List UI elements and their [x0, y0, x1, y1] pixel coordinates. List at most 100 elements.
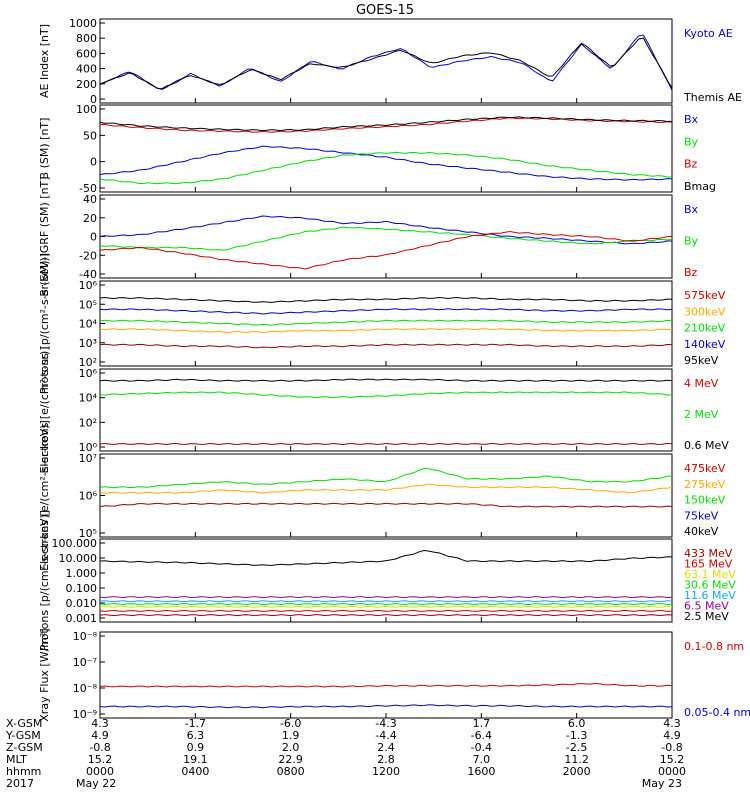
y-tick-label: 10⁴ [79, 318, 98, 331]
series-line-11-6-mev [99, 600, 673, 603]
y-tick-label: 1000 [69, 17, 97, 30]
series-line-140kev [99, 308, 673, 315]
y-tick-label: 10² [79, 356, 97, 369]
series-line-95kev [99, 296, 673, 304]
y-tick-label: 50 [83, 129, 97, 142]
table-cell: 2.4 [377, 741, 395, 754]
table-cell: 4.3 [663, 717, 681, 730]
table-row-label: X-GSM [6, 717, 42, 730]
table-cell: 1600 [467, 765, 495, 778]
table-cell: 1.9 [282, 729, 300, 742]
y-tick-label: 0 [90, 156, 97, 169]
table-cell: 11.2 [564, 753, 589, 766]
y-tick-label: 0 [90, 231, 97, 244]
legend-entry: 6.5 MeV [684, 600, 729, 613]
y-axis-label: Electrons [e/(cm²-s-sr)] [38, 346, 51, 473]
panel-4: 10⁶ 10⁵ 10⁴ 10³ 10² Protons [p/(cm²-s-sr-keV)… [38, 253, 726, 394]
table-cell: -1.7 [185, 717, 206, 730]
panel-6: 10⁷ 10⁶ 10⁵ Electrons [e/(cm²-s-sr-keV)] 475… [38, 420, 726, 571]
legend-entry: 40keV [684, 525, 719, 538]
series-line-kyoto-ae [99, 34, 673, 91]
y-tick-label: -20 [79, 249, 97, 262]
y-tick-label: 100.000 [52, 537, 98, 550]
panel-frame [99, 538, 673, 623]
series-line-bx [99, 145, 673, 181]
legend-entry: 2 MeV [684, 408, 719, 421]
legend-entry: 165 MeV [684, 558, 733, 571]
y-tick-label: -50 [79, 182, 97, 195]
y-axis-label: Xray Flux [W/m²] [38, 628, 51, 721]
series-line-bx [99, 215, 672, 245]
table-cell: -4.4 [375, 729, 396, 742]
legend-entry: Bmag [684, 180, 716, 193]
y-tick-label: 400 [76, 63, 97, 76]
legend-entry: Themis AE [683, 91, 742, 104]
y-axis-label: B (SM) [nT] [38, 118, 51, 180]
y-tick-label: 10⁻⁸ [73, 682, 98, 695]
legend-entry: Bx [684, 113, 699, 126]
series-line-150kev [99, 467, 673, 489]
table-cell: May 23 [642, 777, 682, 790]
series-line-210kev [99, 319, 673, 326]
y-tick-label: 10⁶ [79, 490, 98, 503]
table-cell: 6.3 [187, 729, 205, 742]
y-tick-label: 0.010 [66, 597, 98, 610]
legend-entry: Bx [684, 203, 699, 216]
table-cell: 0.9 [187, 741, 205, 754]
orbit-axis-table: X-GSM 4.3 -1.7 -6.0 -4.3 1.7 6.0 4.3 Y-GSM 4.9 6.3… [5, 717, 686, 790]
y-tick-label: 10⁶ [79, 279, 98, 292]
legend-entry: 95keV [684, 354, 719, 367]
y-axis-label: Protons [p/(cm²-s-sr-keV)] [38, 510, 51, 651]
table-cell: 4.3 [91, 717, 109, 730]
y-axis-label: AE Index [nT] [38, 24, 51, 98]
y-tick-label: 1.000 [66, 567, 98, 580]
panel-7: 100.000 10.000 1.000 0.100 0.010 0.001 Protons… [38, 510, 736, 651]
legend-entry: 2.5 MeV [684, 610, 729, 623]
y-tick-label: 0.100 [66, 582, 98, 595]
series-line-2-5-mev [99, 549, 673, 567]
table-cell: May 22 [76, 777, 116, 790]
series-line-4-mev [99, 442, 673, 446]
legend-entry: 140keV [684, 338, 726, 351]
y-tick-label: 10⁴ [79, 392, 98, 405]
panel-5: 10⁶ 10⁴ 10² 10⁰ Electrons [e/(cm²-s-sr)] 4 Me… [38, 346, 729, 473]
y-axis-label: Protons [p/(cm²-s-sr-keV)] [38, 253, 51, 394]
table-cell: -0.8 [89, 741, 110, 754]
series-line-themis-ae [99, 37, 673, 90]
table-cell: 2.0 [282, 741, 300, 754]
table-cell: -2.5 [566, 741, 587, 754]
series-line-165-mev [99, 609, 673, 612]
table-cell: -1.3 [566, 729, 587, 742]
table-cell: 0000 [86, 765, 114, 778]
legend-entry: 433 MeV [684, 547, 733, 560]
table-cell: 4.9 [663, 729, 681, 742]
legend-entry: 150keV [684, 494, 726, 507]
table-cell: -6.4 [471, 729, 492, 742]
table-cell: -0.8 [661, 741, 682, 754]
legend-entry: 63.1 MeV [684, 568, 736, 581]
table-row-label: Y-GSM [5, 729, 41, 742]
series-line-433-mev [99, 614, 673, 617]
y-tick-label: -40 [79, 268, 97, 281]
table-cell: -6.0 [280, 717, 301, 730]
plot-title: GOES-15 [356, 3, 414, 18]
legend-entry: 11.6 MeV [684, 589, 736, 602]
legend-entry: 475keV [684, 462, 726, 475]
y-tick-label: 10³ [79, 337, 97, 350]
series-line-bz [99, 117, 673, 133]
y-tick-label: 10⁻⁷ [73, 656, 97, 669]
legend-entry: 0.6 MeV [684, 439, 729, 452]
series-line-575kev [99, 343, 673, 349]
panel-3: 40 20 0 -20 -40 B (SM)-IGRF (SM) [nT] Bx By Bz [38, 176, 699, 296]
y-tick-label: 10⁷ [79, 452, 97, 465]
panel-frame [99, 631, 673, 719]
table-cell: 15.2 [660, 753, 685, 766]
legend-entry: 300keV [684, 305, 726, 318]
y-tick-label: 0 [90, 93, 97, 106]
y-tick-label: 40 [83, 193, 97, 206]
legend-entry: 4 MeV [684, 377, 719, 390]
table-cell: 4.9 [91, 729, 109, 742]
y-tick-label: 10⁵ [79, 298, 97, 311]
table-cell: 0800 [277, 765, 305, 778]
